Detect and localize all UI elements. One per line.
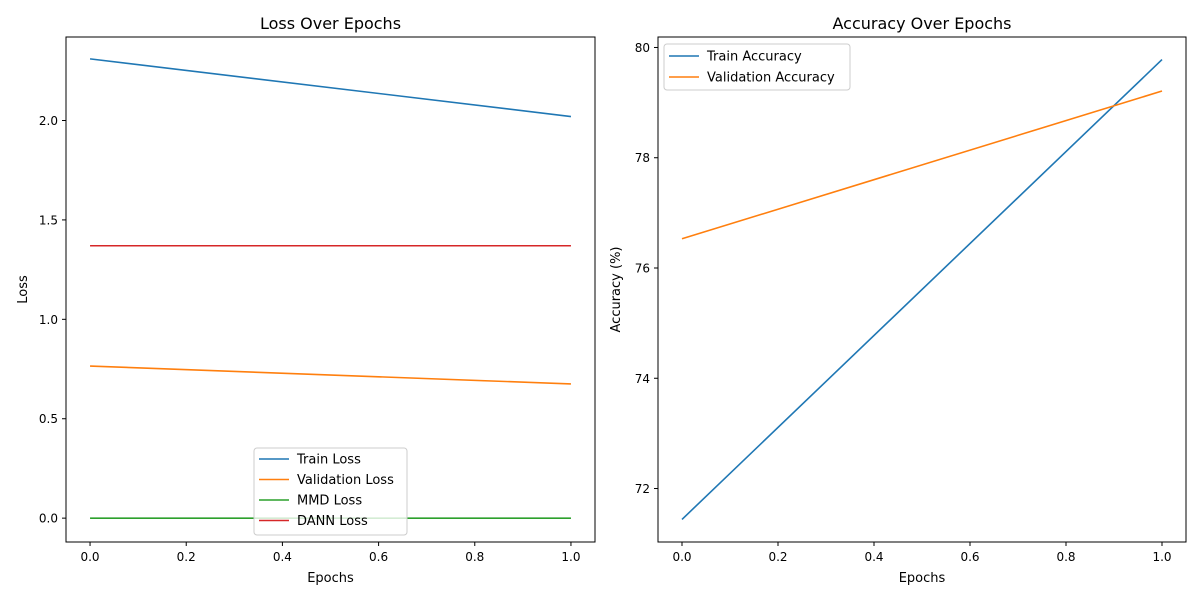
accuracy-y-tick-label: 72 bbox=[635, 482, 650, 496]
loss-x-tick-label: 0.8 bbox=[465, 550, 484, 564]
loss-x-tick-label: 0.0 bbox=[80, 550, 99, 564]
accuracy-x-tick-label: 0.0 bbox=[672, 550, 691, 564]
loss-x-axis-label: Epochs bbox=[307, 571, 354, 586]
loss-chart: Loss Over Epochs Epochs Loss 0.0 0.2 0.4 0.… bbox=[16, 14, 596, 586]
accuracy-chart-title: Accuracy Over Epochs bbox=[832, 14, 1011, 33]
accuracy-series-line-validation-accuracy bbox=[681, 90, 1163, 240]
loss-y-tick-label: 1.5 bbox=[39, 213, 58, 227]
loss-x-tick-label: 0.6 bbox=[369, 550, 388, 564]
accuracy-x-tick-label: 0.4 bbox=[864, 550, 883, 564]
loss-legend: Train Loss Validation Loss MMD Loss DANN… bbox=[253, 447, 408, 536]
loss-y-tick-label: 1.0 bbox=[39, 313, 58, 327]
legend-label-mmd-loss: MMD Loss bbox=[297, 494, 362, 509]
legend-label-train-accuracy: Train Accuracy bbox=[706, 50, 802, 65]
legend-label-dann-loss: DANN Loss bbox=[297, 514, 368, 529]
loss-legend-box bbox=[253, 447, 408, 536]
accuracy-x-tick-label: 0.6 bbox=[960, 550, 979, 564]
loss-series-line-train-loss bbox=[89, 58, 572, 118]
accuracy-y-axis-label: Accuracy (%) bbox=[609, 247, 624, 333]
accuracy-legend-box bbox=[663, 43, 851, 91]
accuracy-x-tick-label: 0.8 bbox=[1056, 550, 1075, 564]
accuracy-series-line-train-accuracy bbox=[681, 59, 1163, 520]
accuracy-chart: Accuracy Over Epochs Epochs Accuracy (%)… bbox=[609, 14, 1187, 586]
loss-y-tick-label: 0.0 bbox=[39, 512, 58, 526]
accuracy-y-tick-label: 80 bbox=[635, 41, 650, 55]
legend-label-validation-accuracy: Validation Accuracy bbox=[707, 71, 835, 86]
accuracy-y-tick-label: 78 bbox=[635, 151, 650, 165]
accuracy-legend: Train Accuracy Validation Accuracy bbox=[663, 43, 851, 91]
loss-x-tick-label: 1.0 bbox=[561, 550, 580, 564]
accuracy-x-axis-label: Epochs bbox=[899, 571, 946, 586]
loss-ticks: 0.0 0.2 0.4 0.6 0.8 1.0 0.0 0.5 1.0 1.5 2.0 bbox=[39, 114, 581, 564]
legend-label-validation-loss: Validation Loss bbox=[297, 473, 394, 488]
loss-y-tick-label: 0.5 bbox=[39, 412, 58, 426]
accuracy-x-tick-label: 1.0 bbox=[1152, 550, 1171, 564]
loss-y-tick-label: 2.0 bbox=[39, 114, 58, 128]
accuracy-ticks: 0.0 0.2 0.4 0.6 0.8 1.0 72 74 76 78 80 bbox=[635, 41, 1172, 564]
legend-label-train-loss: Train Loss bbox=[296, 453, 361, 468]
loss-x-tick-label: 0.4 bbox=[273, 550, 292, 564]
loss-x-tick-label: 0.2 bbox=[177, 550, 196, 564]
loss-y-axis-label: Loss bbox=[16, 275, 31, 304]
loss-chart-title: Loss Over Epochs bbox=[260, 14, 401, 33]
loss-series-line-validation-loss bbox=[90, 365, 571, 385]
accuracy-x-tick-label: 0.2 bbox=[768, 550, 787, 564]
accuracy-series-lines bbox=[681, 59, 1163, 520]
accuracy-y-tick-label: 76 bbox=[635, 261, 650, 275]
accuracy-y-tick-label: 74 bbox=[635, 372, 650, 386]
